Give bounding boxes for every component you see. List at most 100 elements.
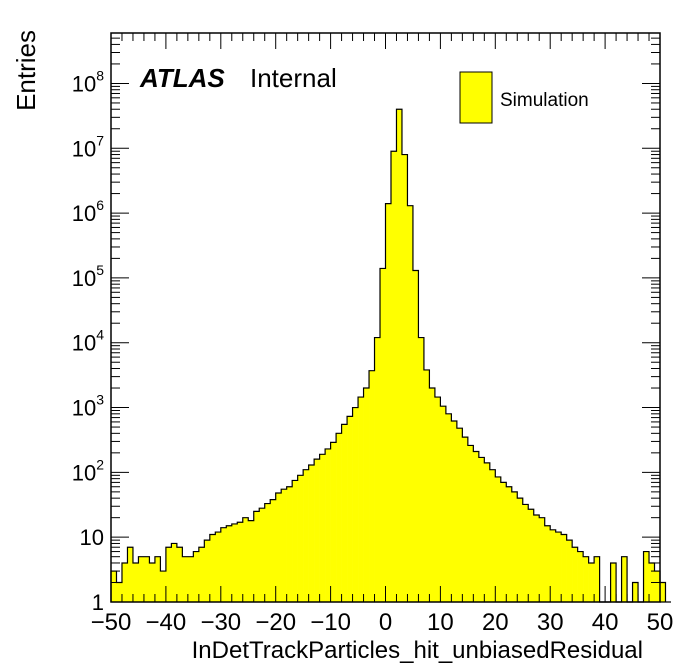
histogram-bin — [484, 462, 491, 602]
histogram-bin — [643, 551, 650, 602]
y-tick-label: 103 — [72, 392, 104, 421]
y-tick-label: 105 — [72, 262, 104, 291]
histogram-bin — [588, 562, 595, 602]
histogram-bin — [237, 522, 244, 602]
histogram-bin — [423, 369, 430, 602]
histogram-bin — [385, 203, 392, 602]
histogram-bin — [429, 388, 436, 602]
y-tick-label: 104 — [72, 327, 104, 356]
histogram-bin — [555, 532, 562, 602]
y-tick-label: 102 — [72, 456, 104, 485]
histogram-bin — [154, 556, 161, 602]
histogram-bin — [550, 529, 556, 602]
histogram-bin — [440, 406, 447, 602]
histogram-bin — [248, 520, 255, 602]
histogram-bin — [511, 491, 518, 602]
histogram-bin — [297, 475, 304, 602]
histogram-bin — [462, 437, 469, 602]
histogram-bin — [451, 420, 458, 602]
histogram-bin — [231, 523, 238, 602]
histogram-bin — [632, 582, 639, 602]
histogram-bin — [621, 556, 628, 602]
histogram-bin — [116, 582, 123, 602]
histogram-bin — [209, 534, 216, 602]
histogram-bin — [528, 509, 535, 602]
histogram-bin — [500, 482, 507, 602]
histogram-bin — [533, 514, 540, 602]
x-tick-label: 10 — [427, 609, 454, 636]
y-tick-label: 107 — [72, 132, 104, 161]
histogram-bin — [165, 547, 172, 602]
histogram-bin — [220, 527, 227, 602]
histogram-bin — [369, 370, 375, 602]
y-axis-title: Entries — [11, 30, 41, 111]
histogram-bin — [390, 151, 397, 602]
histogram-bin — [275, 493, 282, 602]
histogram-bin — [380, 268, 386, 602]
x-tick-label: −30 — [200, 609, 241, 636]
x-tick-label: 0 — [379, 609, 392, 636]
histogram-bin — [336, 433, 342, 602]
x-tick-label: −40 — [146, 609, 187, 636]
histogram-bin — [363, 388, 370, 602]
histogram-bin — [445, 413, 452, 602]
y-tick-label: 1 — [92, 590, 104, 615]
legend: Simulation — [459, 71, 589, 124]
histogram-bin — [193, 551, 200, 602]
legend-label: Simulation — [500, 90, 589, 111]
histogram-bin — [111, 571, 117, 602]
histogram-bin — [226, 525, 233, 602]
histogram-bin — [347, 416, 353, 602]
histogram-bin — [325, 448, 331, 602]
histogram-bin — [478, 457, 485, 602]
histogram-bin — [215, 532, 222, 602]
histogram-bin — [259, 508, 266, 602]
histogram-bin — [517, 498, 524, 602]
histogram-bin — [303, 469, 309, 602]
histogram-bin — [187, 556, 194, 602]
histogram-bin — [308, 464, 315, 602]
histogram-bin — [127, 547, 134, 602]
histogram-bin — [561, 534, 567, 602]
histogram-bin — [242, 517, 249, 602]
histogram-bin — [319, 454, 326, 602]
histogram-bin — [539, 517, 546, 602]
histogram-bin — [594, 556, 600, 602]
histogram-bin — [495, 476, 502, 602]
histogram-bin — [198, 547, 205, 602]
x-axis-title: InDetTrackParticles_hit_unbiasedResidual — [192, 637, 643, 664]
histogram-bin — [583, 556, 589, 602]
y-tick-label: 108 — [72, 67, 104, 96]
histogram-bin — [160, 571, 167, 602]
x-tick-label: 40 — [592, 609, 619, 636]
histogram-bin — [330, 442, 337, 602]
x-tick-label: 50 — [647, 609, 674, 636]
histogram-bin — [506, 486, 513, 602]
histogram-bin — [610, 562, 617, 602]
histogram-bin — [270, 499, 276, 602]
histogram-bin — [352, 407, 359, 602]
histogram-bin — [434, 397, 441, 602]
y-tick-label: 106 — [72, 197, 104, 226]
y-axis-ticks: 1 10 102 103 104 105 106 107 108 — [72, 32, 660, 615]
histogram-bin — [467, 445, 474, 602]
histogram-bin — [314, 459, 320, 602]
histogram-bin — [544, 525, 551, 602]
histogram-bin — [412, 270, 419, 602]
atlas-label: ATLAS — [139, 63, 225, 93]
histogram-outline — [110, 108, 671, 603]
histogram-bin — [143, 556, 150, 602]
internal-label: Internal — [250, 63, 337, 93]
histogram-bin — [654, 571, 661, 602]
histogram-bin — [149, 562, 156, 602]
histogram-bin — [138, 556, 145, 602]
x-tick-label: −50 — [91, 609, 132, 636]
histogram-bin — [418, 337, 425, 602]
histogram-bin — [253, 511, 260, 602]
histogram-bin — [456, 428, 463, 602]
histogram-bin — [489, 469, 496, 602]
histogram-bin — [660, 582, 666, 602]
legend-swatch — [459, 71, 493, 124]
histogram-bin — [374, 337, 381, 602]
histogram-bin — [358, 397, 364, 602]
